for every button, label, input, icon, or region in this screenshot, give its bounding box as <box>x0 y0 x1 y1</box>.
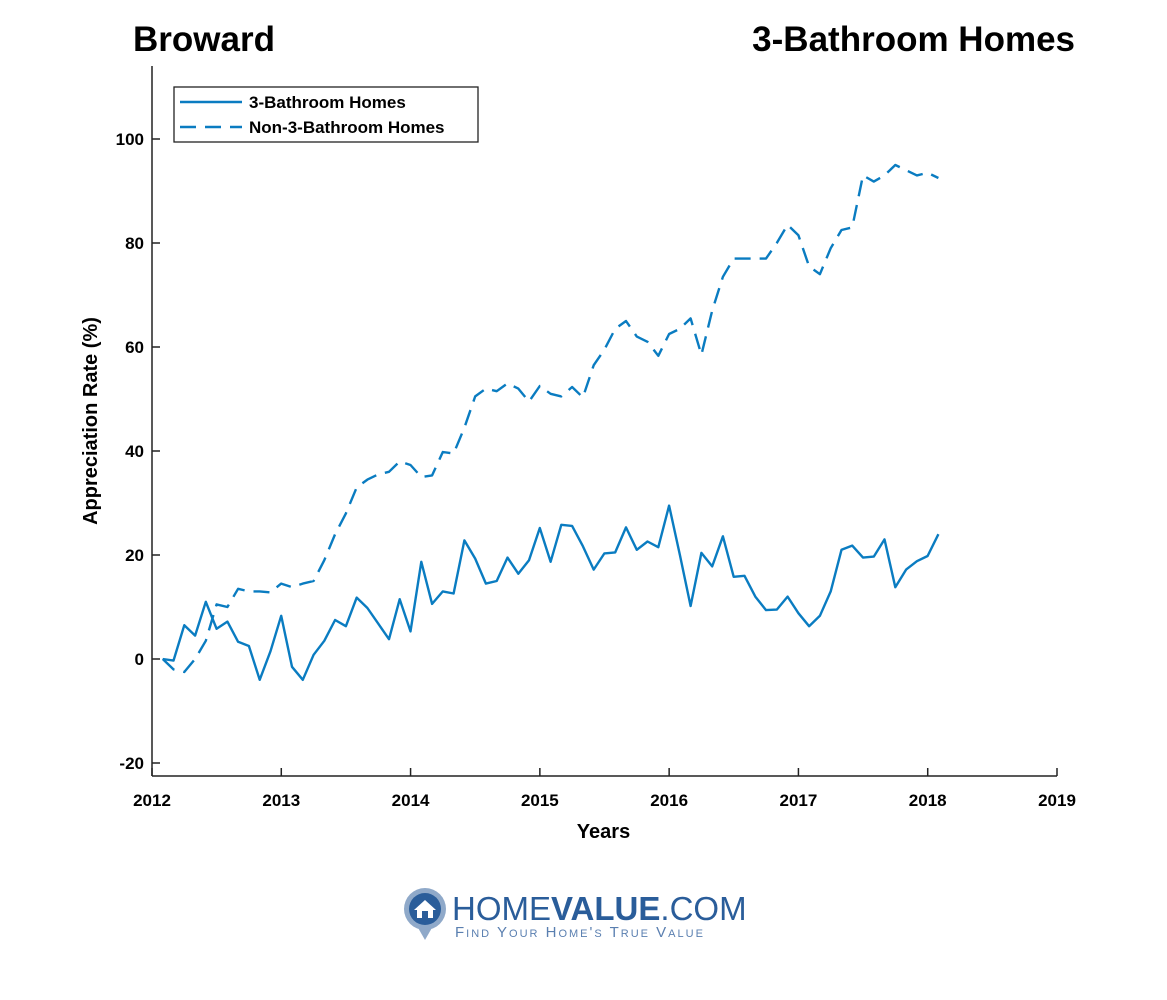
x-tick-label: 2016 <box>650 791 688 810</box>
series-line-non-3-bathroom <box>161 163 939 674</box>
legend-box <box>173 86 479 143</box>
x-tick-label: 2018 <box>909 791 947 810</box>
line-chart: 2012 2013 2014 2015 2016 2017 2018 2019 -20 0 20 40… <box>80 66 1076 843</box>
chart-title-left: Broward <box>133 20 275 59</box>
series-line-3-bathroom <box>162 504 940 681</box>
y-tick-label: 0 <box>135 650 144 669</box>
x-tick-label: 2013 <box>262 791 300 810</box>
x-tick-label: 2019 <box>1038 791 1076 810</box>
homevalue-logo: HOMEVALUE.COM Find Your Home's True Valu… <box>402 886 762 946</box>
legend-entry: 3-Bathroom Homes <box>249 93 406 112</box>
logo-tagline: Find Your Home's True Value <box>455 924 705 941</box>
x-axis-label: Years <box>577 821 630 843</box>
y-tick-label: -20 <box>119 754 144 773</box>
house-pin-icon <box>404 888 446 940</box>
x-tick-label: 2012 <box>133 791 171 810</box>
x-tick-label: 2017 <box>780 791 818 810</box>
y-tick-label: 100 <box>116 130 144 149</box>
y-axis-label: Appreciation Rate (%) <box>80 317 102 525</box>
chart-title-right: 3-Bathroom Homes <box>752 20 1075 59</box>
y-tick-label: 80 <box>125 234 144 253</box>
legend-entry: Non-3-Bathroom Homes <box>249 118 445 137</box>
x-tick-label: 2015 <box>521 791 559 810</box>
logo-name-suffix: .COM <box>660 890 747 927</box>
logo-name-bold: VALUE <box>551 890 661 927</box>
y-tick-label: 60 <box>125 338 144 357</box>
x-tick-label: 2014 <box>392 791 430 810</box>
logo-name-light: HOME <box>452 890 551 927</box>
y-tick-label: 20 <box>125 546 144 565</box>
y-tick-label: 40 <box>125 442 144 461</box>
